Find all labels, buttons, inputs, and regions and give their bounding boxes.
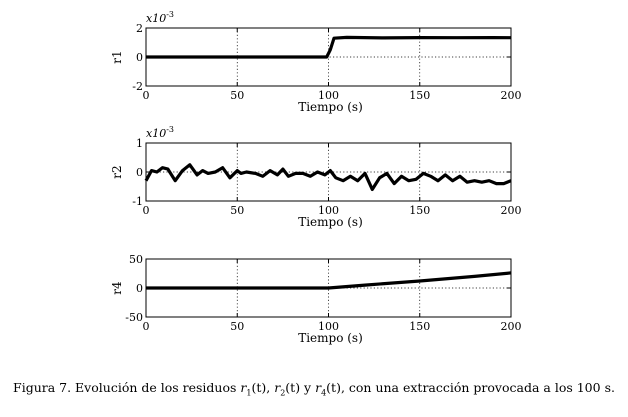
x-axis-label: Tiempo (s)	[298, 215, 363, 229]
y-axis-label: r4	[110, 281, 124, 295]
x-tick-label: 150	[409, 320, 430, 333]
x-tick-label: 150	[409, 204, 430, 217]
x-axis-label: Tiempo (s)	[298, 100, 363, 114]
x-tick-label: 100	[318, 320, 339, 333]
series-line-r2	[144, 163, 512, 191]
caption-r1: r	[240, 380, 247, 395]
x-tick-label: 0	[143, 320, 150, 333]
x-tick-label: 50	[230, 320, 244, 333]
y-tick-label: -50	[125, 311, 143, 324]
axis-multiplier: x10-3	[146, 10, 174, 25]
x-tick-label: 200	[501, 320, 522, 333]
y-tick-label: 50	[129, 253, 143, 266]
axis-multiplier: x10-3	[146, 125, 174, 140]
x-tick-label: 50	[230, 204, 244, 217]
y-tick-label: -1	[132, 195, 143, 208]
x-tick-label: 0	[143, 204, 150, 217]
x-axis-label: Tiempo (s)	[298, 331, 363, 345]
caption-r4-arg: (t)	[326, 380, 341, 395]
x-tick-label: 100	[318, 89, 339, 102]
caption-r2-sub: 2	[280, 388, 286, 398]
caption-prefix: Figura 7. Evolución de los residuos	[13, 380, 241, 395]
y-tick-label: 0	[136, 166, 143, 179]
y-tick-label: 0	[136, 51, 143, 64]
caption-suffix: , con una extracción provocada a los 100…	[340, 380, 615, 395]
x-tick-label: 0	[143, 89, 150, 102]
caption-r2: r	[274, 380, 281, 395]
y-tick-label: 2	[136, 22, 143, 35]
caption-r4: r	[315, 380, 322, 395]
caption-r1-sub: 1	[246, 388, 252, 398]
caption-r2-arg: (t) y	[285, 380, 316, 395]
x-tick-label: 200	[501, 89, 522, 102]
x-tick-label: 150	[409, 89, 430, 102]
caption-r4-sub: 4	[321, 388, 327, 398]
x-tick-label: 50	[230, 89, 244, 102]
y-tick-label: -2	[132, 80, 143, 93]
x-tick-label: 100	[318, 204, 339, 217]
y-tick-label: 1	[136, 137, 143, 150]
figure-caption: Figura 7. Evolución de los residuos r1(t…	[0, 380, 628, 398]
series-line-r1	[146, 35, 512, 59]
y-axis-label: r2	[110, 165, 124, 178]
caption-r1-arg: (t),	[251, 380, 275, 395]
y-tick-label: 0	[136, 282, 143, 295]
series-line-r4	[146, 271, 512, 290]
x-tick-label: 200	[501, 204, 522, 217]
y-axis-label: r1	[110, 50, 124, 63]
